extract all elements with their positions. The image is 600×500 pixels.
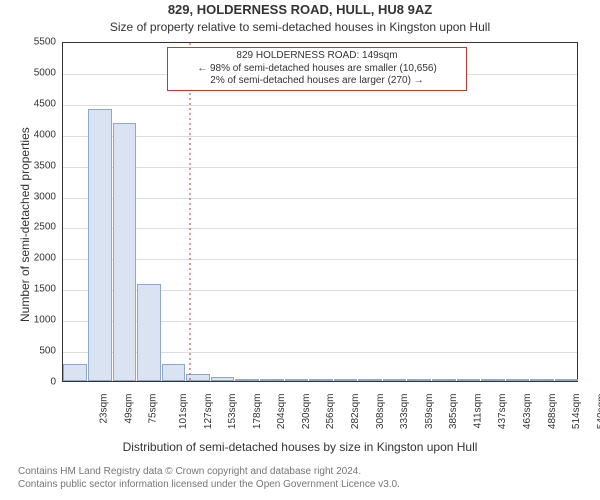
x-tick-label: 23sqm <box>99 394 110 424</box>
histogram-bar <box>481 379 505 381</box>
histogram-bar <box>506 379 530 381</box>
chart-subtitle: Size of property relative to semi-detach… <box>0 20 600 34</box>
histogram-bar <box>334 379 358 381</box>
x-tick-label: 178sqm <box>252 394 263 430</box>
histogram-bar <box>358 379 382 381</box>
y-tick-label: 0 <box>22 377 56 388</box>
x-tick-label: 540sqm <box>596 394 600 430</box>
y-tick-label: 4000 <box>22 129 56 140</box>
reference-line <box>189 43 191 383</box>
callout-line-3: 2% of semi-detached houses are larger (2… <box>174 75 460 88</box>
chart-container: 829, HOLDERNESS ROAD, HULL, HU8 9AZ Size… <box>0 0 600 500</box>
y-tick-label: 2000 <box>22 253 56 264</box>
x-tick-label: 463sqm <box>522 394 533 430</box>
x-tick-label: 153sqm <box>227 394 238 430</box>
x-tick-label: 488sqm <box>547 394 558 430</box>
histogram-bar <box>285 379 309 381</box>
x-tick-label: 333sqm <box>399 394 410 430</box>
y-tick-label: 500 <box>22 346 56 357</box>
x-tick-label: 230sqm <box>301 394 312 430</box>
y-tick-label: 1500 <box>22 284 56 295</box>
gridline <box>63 167 577 168</box>
footer-attribution: Contains HM Land Registry data © Crown c… <box>18 466 400 491</box>
histogram-bar <box>211 377 235 381</box>
gridline <box>63 105 577 106</box>
x-tick-label: 127sqm <box>203 394 214 430</box>
footer-line-2: Contains public sector information licen… <box>18 479 400 492</box>
histogram-bar <box>555 379 579 381</box>
histogram-bar <box>457 379 481 381</box>
histogram-bar <box>162 364 186 381</box>
y-tick-label: 1000 <box>22 315 56 326</box>
y-tick-label: 5000 <box>22 67 56 78</box>
gridline <box>63 228 577 229</box>
histogram-bar <box>260 379 284 381</box>
histogram-bar <box>407 379 431 381</box>
chart-title: 829, HOLDERNESS ROAD, HULL, HU8 9AZ <box>0 2 600 17</box>
reference-callout: 829 HOLDERNESS ROAD: 149sqm ← 98% of sem… <box>167 47 467 91</box>
plot-area <box>62 42 578 382</box>
x-tick-label: 101sqm <box>178 394 189 430</box>
histogram-bar <box>309 379 333 381</box>
x-tick-label: 514sqm <box>571 394 582 430</box>
y-tick-label: 3000 <box>22 191 56 202</box>
x-tick-label: 359sqm <box>424 394 435 430</box>
callout-line-1: 829 HOLDERNESS ROAD: 149sqm <box>174 50 460 63</box>
x-tick-label: 75sqm <box>148 394 159 424</box>
x-tick-label: 49sqm <box>123 394 134 424</box>
histogram-bar <box>137 284 161 381</box>
footer-line-1: Contains HM Land Registry data © Crown c… <box>18 466 400 479</box>
histogram-bar <box>113 123 137 381</box>
histogram-bar <box>383 379 407 381</box>
y-tick-label: 2500 <box>22 222 56 233</box>
callout-line-2: ← 98% of semi-detached houses are smalle… <box>174 63 460 76</box>
gridline <box>63 136 577 137</box>
histogram-bar <box>432 379 456 381</box>
x-tick-label: 256sqm <box>326 394 337 430</box>
x-tick-label: 204sqm <box>276 394 287 430</box>
x-tick-label: 308sqm <box>375 394 386 430</box>
y-tick-label: 4500 <box>22 98 56 109</box>
x-tick-label: 282sqm <box>350 394 361 430</box>
x-tick-label: 411sqm <box>472 394 483 429</box>
gridline <box>63 198 577 199</box>
x-tick-label: 385sqm <box>448 394 459 430</box>
histogram-bar <box>530 379 554 381</box>
histogram-bar <box>63 364 87 381</box>
histogram-bar <box>88 109 112 381</box>
histogram-bar <box>235 379 259 381</box>
y-tick-label: 3500 <box>22 160 56 171</box>
x-axis-label: Distribution of semi-detached houses by … <box>0 440 600 454</box>
y-tick-label: 5500 <box>22 37 56 48</box>
x-tick-label: 437sqm <box>498 394 509 430</box>
gridline <box>63 259 577 260</box>
